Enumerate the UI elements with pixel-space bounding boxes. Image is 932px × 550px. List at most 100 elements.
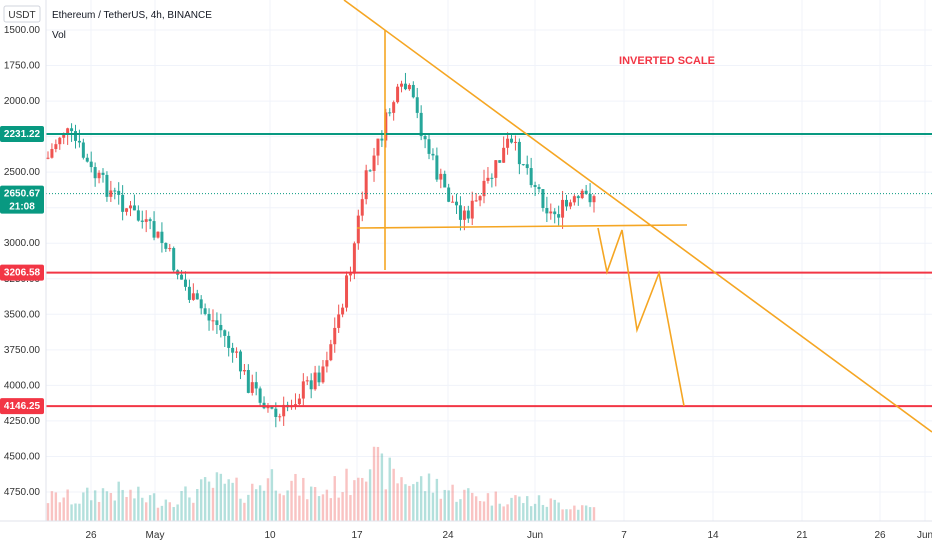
candle-body (297, 398, 301, 405)
candle-body (132, 205, 136, 211)
volume-bar (514, 495, 517, 521)
volume-bar (176, 504, 179, 521)
volume-bar (412, 484, 415, 521)
projection-path[interactable] (597, 227, 685, 407)
volume-bar (168, 502, 171, 521)
resistance-price-tag-value: 2231.22 (4, 129, 41, 140)
volume-bar (262, 490, 266, 521)
y-tick-label: 4000.00 (4, 380, 41, 391)
volume-bar (317, 496, 321, 521)
volume-bar (325, 489, 329, 521)
y-tick-label: 1750.00 (4, 61, 41, 72)
candle-body (97, 172, 101, 179)
candle-body (121, 194, 125, 212)
candle-body (352, 243, 356, 274)
candle-body (415, 97, 419, 113)
candle-body (250, 382, 254, 393)
volume-bars (46, 446, 596, 521)
volume-bar (581, 505, 584, 521)
x-tick-label: Jun (917, 530, 932, 541)
candle-body (152, 221, 156, 238)
volume-bar (357, 477, 360, 521)
candle-body (254, 382, 258, 389)
horizontal-levels (46, 132, 932, 408)
candle-body (66, 128, 70, 135)
volume-bar (105, 491, 109, 521)
candle-body (513, 141, 517, 143)
candle-body (62, 134, 66, 138)
volume-bar (471, 492, 474, 521)
volume-bar (502, 506, 505, 521)
candle-body (380, 138, 384, 141)
time-axis[interactable]: 26 May 10 17 24 Jun 7 14 21 26 Jun (85, 530, 932, 541)
volume-bar (274, 490, 278, 521)
volume-bar (286, 490, 289, 521)
drawings (343, 0, 932, 433)
x-tick-label: 24 (442, 530, 454, 541)
volume-bar (46, 503, 50, 521)
x-tick-label: 17 (351, 530, 363, 541)
currency-badge[interactable] (3, 5, 41, 23)
candle-body (368, 170, 372, 172)
volume-bar (302, 477, 305, 521)
volume-bar (243, 502, 246, 521)
volume-bar (239, 498, 242, 521)
volume-bar (537, 495, 541, 521)
volume-bar (455, 501, 458, 521)
volume-bar (141, 497, 144, 521)
candle-body (160, 231, 164, 243)
volume-bar (494, 491, 497, 521)
volume-bar (443, 489, 446, 521)
candle-body (211, 320, 215, 322)
volume-bar (101, 488, 105, 521)
volume-bar (223, 483, 226, 521)
candle-body (470, 200, 474, 219)
volume-bar (74, 503, 77, 521)
volume-bar (298, 495, 301, 521)
candle-body (128, 205, 132, 209)
candle-body (466, 210, 470, 219)
candle-body (572, 196, 576, 203)
level-3206-price-tag-value: 3206.58 (4, 268, 41, 279)
volume-bar (361, 477, 364, 521)
current-price-tag-value: 2650.67 (4, 189, 41, 200)
volume-bar (282, 495, 285, 521)
volume-bar (231, 482, 234, 521)
candle-body (533, 185, 537, 187)
candle-body (592, 196, 596, 203)
volume-bar (137, 486, 140, 521)
volume-bar (207, 481, 211, 521)
volume-bar (254, 489, 258, 521)
candle-body (443, 173, 447, 188)
candle-body (506, 138, 510, 148)
descending-trendline[interactable] (343, 0, 932, 433)
candle-body (348, 273, 352, 276)
candle-body (172, 248, 176, 271)
volume-bar (333, 476, 336, 521)
x-tick-label: 26 (874, 530, 886, 541)
support-line[interactable] (356, 224, 688, 229)
volume-bar (435, 478, 439, 521)
volume-bar (376, 446, 380, 521)
volume-bar (396, 483, 399, 521)
volume-bar (148, 495, 152, 521)
candle-body (231, 347, 235, 353)
volume-bar (565, 509, 568, 521)
volume-bar (156, 507, 160, 521)
volume-bar (439, 498, 443, 521)
volume-bar (463, 489, 466, 521)
volume-bar (160, 505, 164, 521)
candle-body (388, 112, 392, 114)
candle-body (345, 275, 349, 308)
volume-bar (196, 488, 199, 521)
candle-body (376, 138, 380, 156)
candle-body (588, 193, 592, 203)
candle-body (246, 370, 250, 393)
volume-bar (145, 502, 148, 521)
volume-bar (592, 507, 596, 521)
volume-bar (510, 497, 513, 521)
resistance-price-tag (0, 125, 44, 142)
y-tick-label: 3000.00 (4, 238, 41, 249)
volume-bar (227, 479, 230, 521)
